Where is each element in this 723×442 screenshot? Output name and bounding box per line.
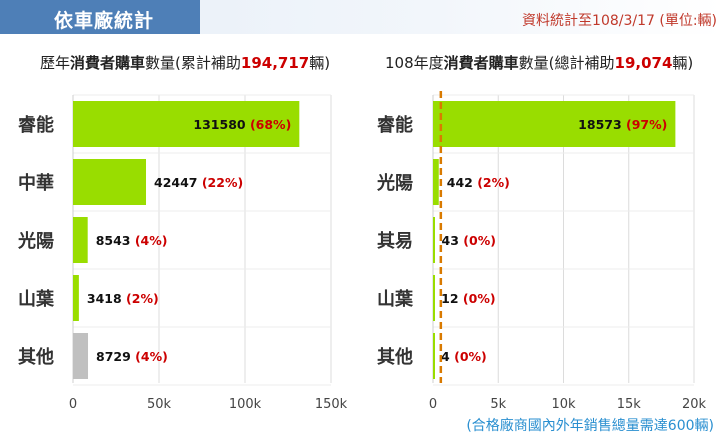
right-bar-value-label: 18573 (97%) (578, 117, 667, 132)
right-bar-value-label: 442 (2%) (447, 175, 510, 190)
page-title: 依車廠統計 (54, 10, 155, 32)
right-bar (433, 217, 435, 263)
data-date-note: 資料統計至108/3/17 (單位:輛) (522, 13, 717, 29)
right-x-tick-label: 10k (551, 397, 576, 412)
left-bar (73, 159, 147, 205)
left-x-tick-label: 50k (147, 397, 172, 412)
left-bar-value-label: 8729 (4%) (96, 349, 168, 364)
left-bar-value-label: 131580 (68%) (193, 117, 291, 132)
left-bar (73, 333, 89, 379)
left-bar-value-label: 3418 (2%) (87, 291, 159, 306)
right-category-label: 光陽 (376, 172, 413, 194)
right-x-tick-label: 20k (682, 397, 707, 412)
right-category-label: 睿能 (377, 114, 413, 136)
left-category-label: 其他 (18, 346, 54, 368)
left-x-tick-label: 150k (315, 397, 348, 412)
right-category-label: 其他 (377, 346, 413, 368)
left-chart-title: 歷年消費者購車數量(累計補助194,717輛) (40, 54, 330, 72)
right-bar (433, 333, 435, 379)
right-bar (433, 101, 676, 147)
right-bar (433, 275, 435, 321)
left-category-label: 山葉 (18, 289, 55, 310)
right-x-tick-label: 0 (429, 397, 437, 412)
left-bar (73, 217, 88, 263)
right-category-label: 其易 (377, 231, 413, 252)
left-category-label: 睿能 (18, 114, 54, 136)
right-bar-value-label: 43 (0%) (442, 233, 496, 248)
left-category-label: 中華 (18, 172, 54, 194)
right-category-label: 山葉 (377, 289, 414, 310)
right-chart-title: 108年度消費者購車數量(總計補助19,074輛) (385, 54, 693, 72)
left-x-tick-label: 100k (229, 397, 262, 412)
left-bar-value-label: 42447 (22%) (154, 175, 243, 190)
right-x-tick-label: 15k (617, 397, 642, 412)
right-bar-value-label: 4 (0%) (441, 349, 487, 364)
right-bar-value-label: 12 (0%) (441, 291, 495, 306)
right-threshold-note: (合格廠商國內外年銷售總量需達600輛) (466, 417, 714, 434)
left-bar (73, 101, 300, 147)
right-bar (433, 159, 439, 205)
header-tab (0, 0, 200, 34)
right-x-tick-label: 5k (490, 397, 506, 412)
left-x-tick-label: 0 (69, 397, 77, 412)
left-bar (73, 275, 79, 321)
left-category-label: 光陽 (17, 230, 54, 252)
left-bar-value-label: 8543 (4%) (96, 233, 168, 248)
